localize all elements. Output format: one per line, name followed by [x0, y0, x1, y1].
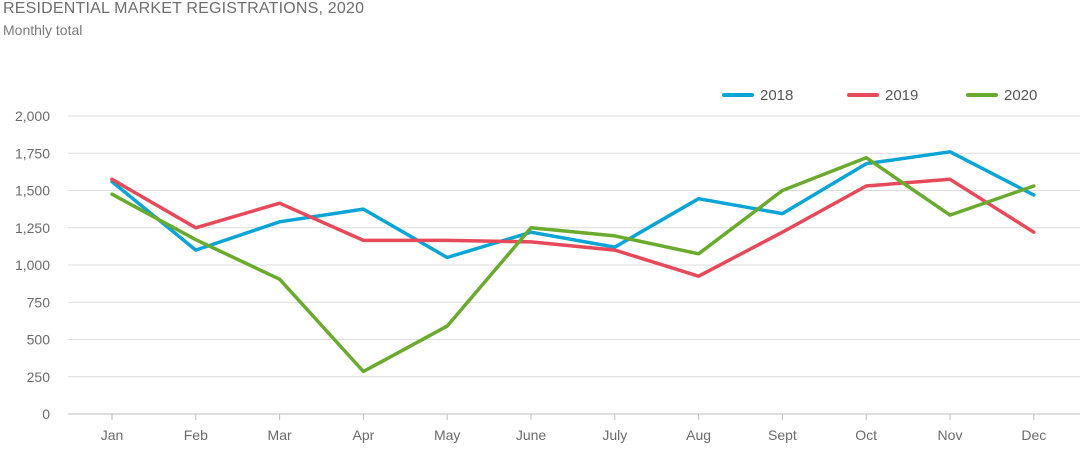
- series-lines: [110, 150, 1036, 374]
- series-line-2019: [110, 177, 1036, 278]
- chart-title: RESIDENTIAL MARKET REGISTRATIONS, 2020: [3, 0, 365, 17]
- x-tick-label: Dec: [1021, 427, 1046, 443]
- chart-subtitle: Monthly total: [3, 22, 83, 38]
- x-tick-label: Oct: [855, 427, 877, 443]
- x-tick-label: June: [516, 427, 547, 443]
- x-tick-label: Mar: [268, 427, 292, 443]
- x-tick-label: Sept: [768, 427, 797, 443]
- y-tick-label: 250: [27, 369, 51, 385]
- y-tick-label: 2,000: [15, 108, 50, 124]
- x-tick-label: Apr: [353, 427, 375, 443]
- y-tick-label: 1,750: [15, 145, 50, 161]
- y-tick-label: 750: [27, 294, 51, 310]
- x-axis-tick-labels: Jan Feb Mar Apr May June July Aug Sept Oct Nov Dec: [101, 414, 1046, 443]
- series-line-2020: [110, 155, 1036, 374]
- legend-label-2020: 2020: [1004, 87, 1037, 104]
- y-tick-label: 1,000: [15, 257, 50, 273]
- y-axis-tick-labels: 0 250 500 750 1,000 1,250 1,500 1,750 2,000: [15, 108, 50, 422]
- y-tick-label: 1,500: [15, 183, 50, 199]
- x-tick-label: Jan: [101, 427, 124, 443]
- legend-label-2018: 2018: [760, 87, 793, 104]
- x-tick-label: May: [434, 427, 460, 443]
- x-tick-label: Feb: [184, 427, 208, 443]
- y-tick-label: 1,250: [15, 220, 50, 236]
- x-tick-label: Aug: [686, 427, 711, 443]
- legend: 2018 2019 2020: [722, 87, 1037, 104]
- series-line-2018: [110, 150, 1036, 260]
- gridlines: [68, 115, 1080, 415]
- y-tick-label: 0: [42, 406, 50, 422]
- y-tick-label: 500: [27, 332, 51, 348]
- x-tick-label: July: [602, 427, 627, 443]
- legend-label-2019: 2019: [885, 87, 918, 104]
- x-tick-label: Nov: [938, 427, 963, 443]
